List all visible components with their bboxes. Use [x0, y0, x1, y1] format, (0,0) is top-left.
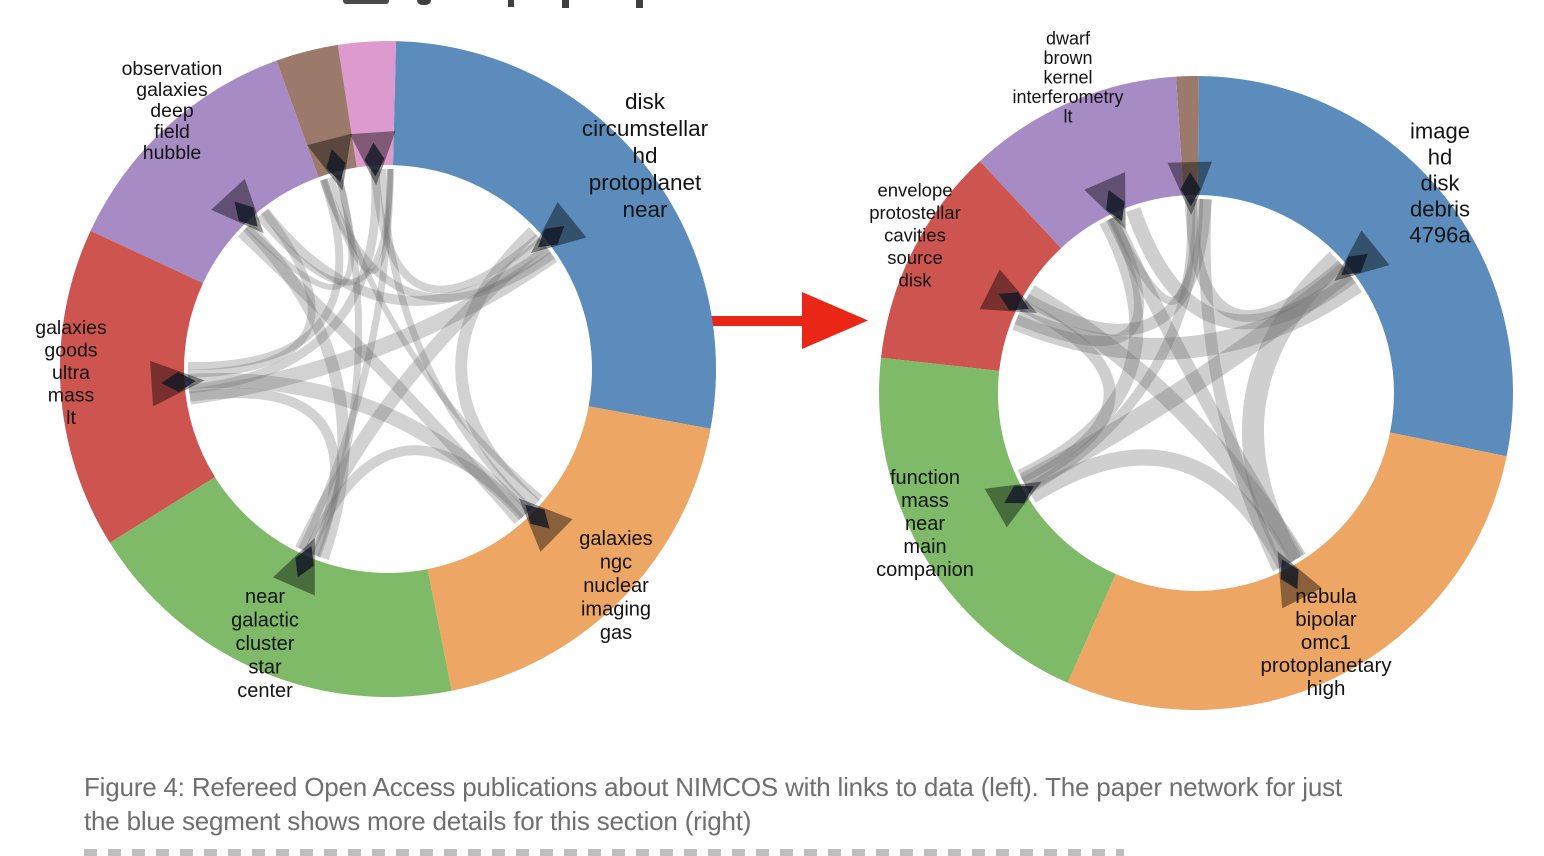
link-blue-green	[295, 237, 548, 553]
segment-orange	[427, 406, 711, 691]
link-blue-purple	[1126, 207, 1356, 330]
link-blue-pink	[371, 169, 542, 294]
node-purple	[234, 201, 258, 227]
link-red-orange	[1025, 285, 1306, 563]
node-purple	[1106, 190, 1125, 222]
segment-purple	[90, 60, 319, 284]
node-blue	[1341, 253, 1368, 276]
segment-label-orange: galaxies ngc nuclear imaging gas	[579, 528, 652, 644]
link-blue-green	[1019, 263, 1354, 492]
segment-purple	[979, 76, 1184, 249]
link-blue-red	[188, 248, 558, 405]
node-orange	[525, 504, 550, 529]
link-blue-brown	[319, 178, 555, 302]
segment-label-green: function mass near main companion	[876, 467, 974, 581]
segment-label-red: galaxies goods ultra mass lt	[35, 317, 107, 429]
link-red-green	[189, 388, 341, 558]
link-blue-brown	[1184, 198, 1346, 322]
link-green-pink	[298, 168, 394, 551]
node-green	[295, 546, 314, 578]
figure-caption: Figure 4: Refereed Open Access publicati…	[84, 770, 1514, 838]
link-blue-purple	[260, 208, 551, 306]
link-green-orange	[1027, 449, 1293, 570]
link-green-brown	[312, 174, 363, 557]
node-green	[1004, 485, 1034, 504]
link-pink-brown	[321, 168, 393, 275]
segment-green	[109, 477, 452, 698]
cropped-text-artifact	[562, 0, 569, 8]
link-green-purple	[243, 222, 350, 561]
link-red-orange	[187, 373, 531, 521]
link-orange-purple	[1106, 214, 1304, 562]
figure-caption-line-1: Figure 4: Refereed Open Access publicati…	[84, 772, 1342, 802]
link-green-brown	[1025, 198, 1204, 494]
cropped-text-artifact	[343, 0, 389, 4]
cropped-text-artifact	[508, 0, 514, 7]
link-red-purple	[1014, 215, 1144, 347]
link-red-brown	[1023, 198, 1212, 336]
link-orange-brown	[328, 176, 543, 501]
link-blue-orange	[455, 227, 540, 509]
segment-label-orange: nebula bipolar omc1 protoplanetary high	[1260, 585, 1392, 700]
chord-diagram-left: disk circumstellar hd protoplanet near observ…	[35, 41, 716, 702]
segment-red	[881, 161, 1061, 371]
link-purple-pink	[256, 168, 394, 286]
figure-caption-line-2: the blue segment shows more details for …	[84, 806, 752, 836]
segment-label-purple: dwarf brown kernel interferometry lt	[1012, 28, 1123, 126]
link-orange-brown	[1198, 198, 1284, 572]
cropped-text-artifact	[636, 0, 643, 8]
node-blue	[537, 226, 565, 248]
link-blue-red	[1012, 273, 1362, 360]
segment-pink	[337, 41, 396, 168]
segment-label-red: envelope protostellar cavities source disk	[869, 180, 961, 291]
cropped-text-artifact-bottom	[84, 849, 1124, 856]
node-pink	[364, 142, 385, 177]
segment-label-purple: observation galaxies deep field hubble	[122, 58, 223, 164]
link-red-brown	[187, 178, 344, 371]
link-blue-orange	[1242, 251, 1345, 568]
segment-label-blue: image hd disk debris 4796a	[1409, 119, 1471, 248]
link-orange-pink	[379, 169, 533, 513]
node-brown	[326, 149, 346, 182]
link-purple-brown	[1108, 198, 1196, 305]
link-green-purple	[1017, 217, 1144, 483]
segment-brown	[1176, 75, 1199, 196]
transition-arrow	[665, 292, 868, 349]
cropped-text-artifact	[417, 0, 431, 5]
segment-label-blue: disk circumstellar hd protoplanet near	[582, 89, 709, 222]
segment-brown	[276, 44, 357, 178]
link-red-green	[1020, 300, 1116, 489]
node-red	[161, 372, 196, 392]
link-red-pink	[188, 169, 381, 394]
link-red-purple	[188, 209, 316, 378]
chord-diagram-right: image hd disk debris 4796a dwarf brown kernel in…	[869, 28, 1513, 710]
link-purple-brown	[245, 174, 355, 290]
node-orange	[1280, 559, 1299, 590]
segment-red	[59, 230, 216, 543]
node-red	[998, 292, 1029, 311]
link-green-orange	[304, 445, 529, 555]
node-brown	[1180, 172, 1201, 207]
segment-green	[879, 357, 1116, 683]
segment-label-green: near galactic cluster star center	[231, 586, 299, 702]
link-orange-purple	[237, 227, 524, 525]
